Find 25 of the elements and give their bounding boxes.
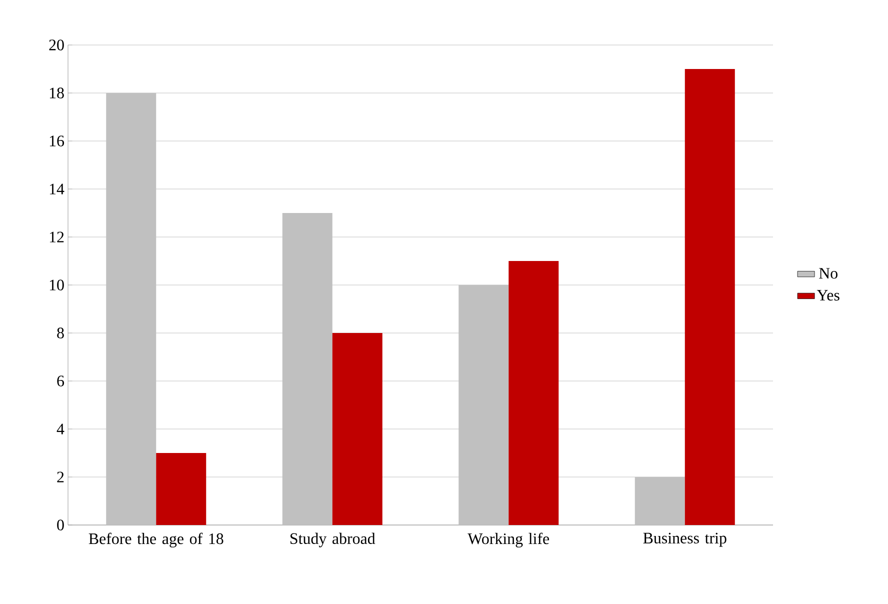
y-tick-label: 0 bbox=[57, 520, 64, 530]
x-tick-label: Working life bbox=[468, 532, 550, 548]
bar bbox=[282, 212, 332, 525]
legend-label: No bbox=[819, 268, 838, 279]
y-tick-label: 12 bbox=[50, 232, 64, 242]
bar bbox=[508, 260, 559, 525]
y-tick-label: 18 bbox=[50, 88, 64, 98]
y-tick-label: 20 bbox=[49, 40, 64, 50]
bar bbox=[332, 332, 382, 525]
bar bbox=[684, 68, 735, 525]
y-tick-label: 14 bbox=[50, 184, 64, 194]
y-tick-label: 6 bbox=[57, 376, 64, 386]
bar bbox=[458, 284, 509, 525]
x-tick-label: Before the age of 18 bbox=[88, 532, 224, 548]
x-tick-label: Study abroad bbox=[290, 532, 376, 548]
y-tick-label: 8 bbox=[57, 328, 64, 338]
bar bbox=[156, 453, 206, 525]
y-tick-label: 16 bbox=[50, 136, 64, 146]
legend-label: Yes bbox=[816, 290, 840, 301]
bar bbox=[634, 477, 685, 525]
y-tick-label: 4 bbox=[56, 424, 64, 434]
y-tick-label: 2 bbox=[57, 472, 64, 482]
bar bbox=[106, 92, 156, 525]
x-tick-label: Business trip bbox=[643, 532, 726, 547]
y-tick-label: 10 bbox=[50, 280, 64, 290]
